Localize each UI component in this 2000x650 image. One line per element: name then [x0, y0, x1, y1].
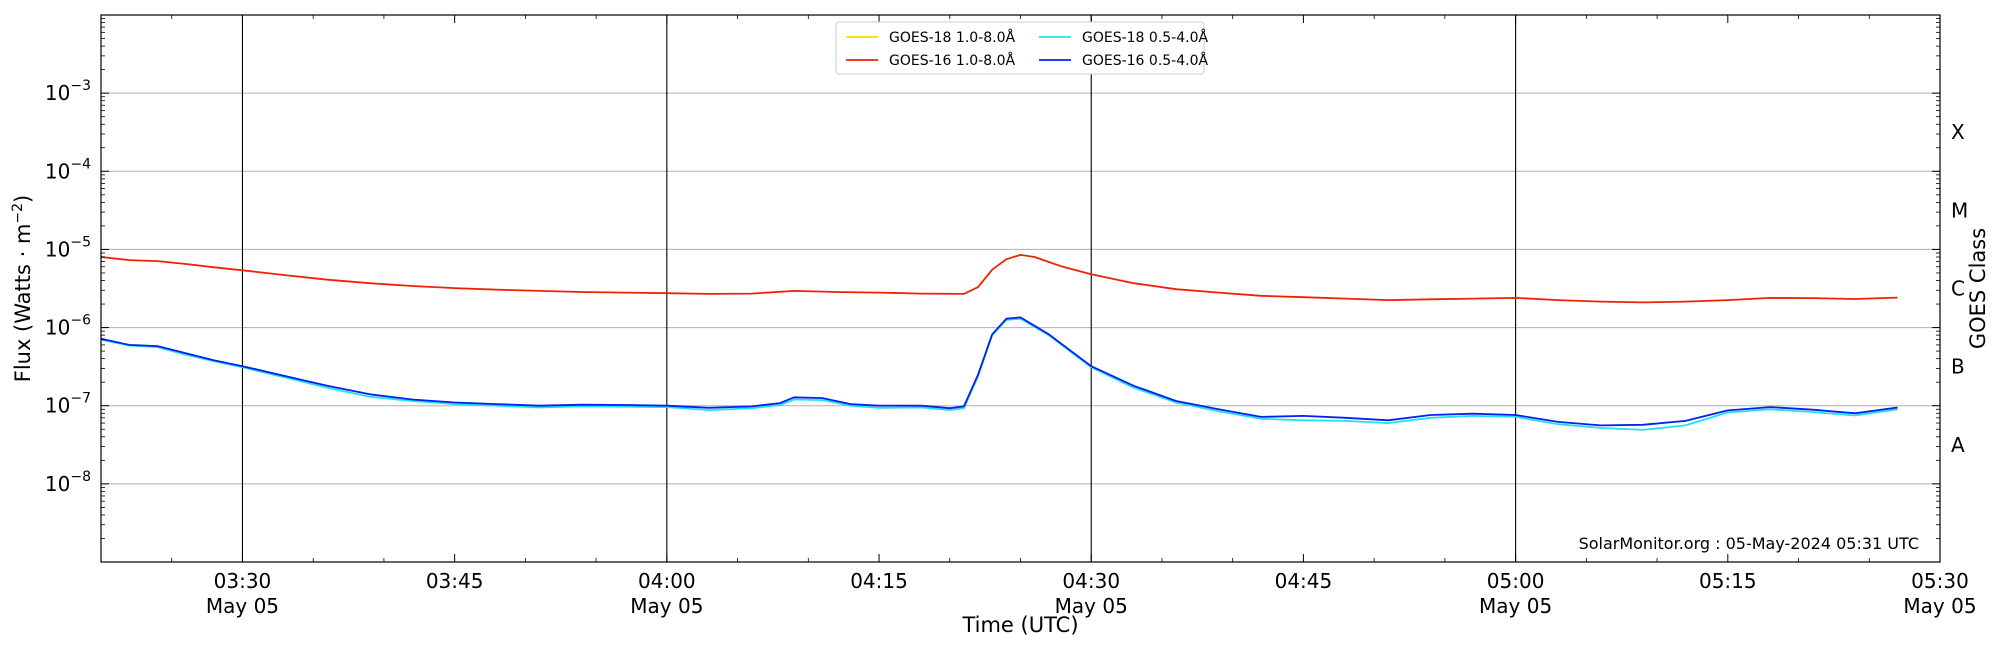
y-tick-label: 10−6 [45, 313, 91, 340]
x-tick-label: 05:00 [1487, 569, 1545, 593]
x-tick-date-label: May 05 [1055, 594, 1128, 618]
x-tick-date-label: May 05 [1903, 594, 1976, 618]
goes-class-label: C [1951, 277, 1965, 301]
plot-frame [100, 14, 1941, 563]
legend-box [835, 21, 1205, 75]
x-tick-label: 03:30 [214, 569, 272, 593]
goes-class-label: M [1951, 198, 1968, 222]
x-tick-label: 05:30 [1911, 569, 1969, 593]
y-tick-label: 10−7 [45, 391, 91, 418]
goes-class-label: A [1951, 433, 1965, 457]
legend-entry-label: GOES-18 0.5-4.0Å [1082, 29, 1208, 46]
series-line [100, 317, 1898, 431]
y-axis-title: Flux (Watts · m−2) [10, 195, 35, 383]
vertical-time-markers [241, 15, 1517, 562]
x-tick-label: 04:00 [638, 569, 696, 593]
flux-series [100, 253, 1898, 431]
x-tick-date-label: May 05 [206, 594, 279, 618]
legend: GOES-18 1.0-8.0Å GOES-18 0.5-4.0Å GOES-16 … [835, 21, 1208, 75]
x-tick-date-label: May 05 [630, 594, 703, 618]
timestamp-watermark: SolarMonitor.org : 05-May-2024 05:31 UTC [1579, 534, 1919, 553]
goes-class-axis: A B C M X [1951, 120, 1968, 457]
series-line [100, 316, 1898, 427]
y-tick-label: 10−8 [45, 469, 91, 496]
x-axis-title: Time (UTC) [961, 613, 1078, 637]
y-tick-label: 10−4 [45, 156, 91, 183]
y-tick-label: 10−5 [45, 234, 91, 261]
y-axis: 10−8 10−7 10−6 10−5 10−4 10−3 [45, 18, 1940, 539]
goes-class-label: B [1951, 355, 1965, 379]
x-tick-label: 05:15 [1699, 569, 1757, 593]
y-tick-label: 10−3 [45, 78, 91, 105]
legend-entry-label: GOES-16 0.5-4.0Å [1082, 52, 1208, 69]
x-tick-label: 04:45 [1275, 569, 1333, 593]
series-line [100, 253, 1898, 304]
x-tick-label: 04:30 [1062, 569, 1120, 593]
legend-entry-label: GOES-16 1.0-8.0Å [889, 52, 1015, 69]
goes-class-label: X [1951, 120, 1965, 144]
x-tick-label: 03:45 [426, 569, 484, 593]
legend-entry-label: GOES-18 1.0-8.0Å [889, 29, 1015, 46]
horizontal-gridlines [101, 92, 1940, 485]
goes-class-axis-title: GOES Class [1966, 228, 1990, 349]
x-tick-date-label: May 05 [1479, 594, 1552, 618]
x-tick-label: 04:15 [850, 569, 908, 593]
